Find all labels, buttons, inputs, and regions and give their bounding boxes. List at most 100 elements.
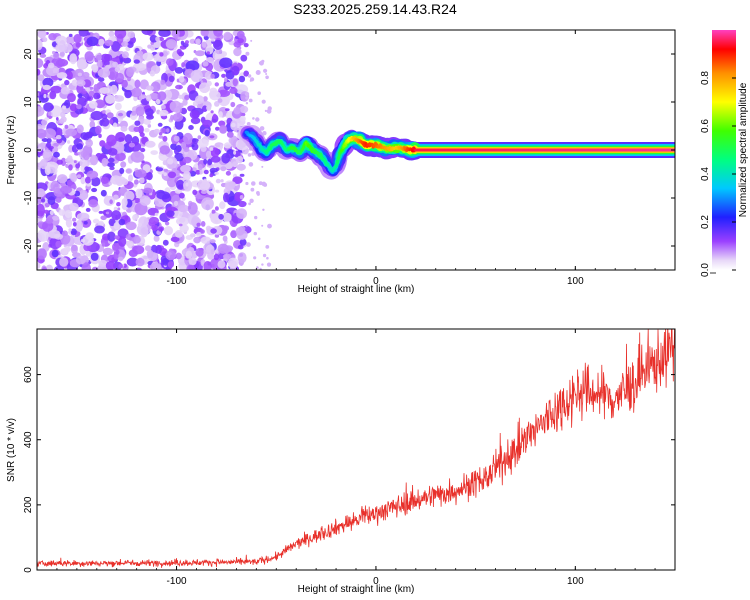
noise-blob xyxy=(107,148,118,156)
noise-blob xyxy=(42,267,47,270)
noise-blob xyxy=(86,36,99,47)
noise-blob xyxy=(134,169,147,178)
noise-blob xyxy=(71,244,78,251)
noise-blob xyxy=(124,89,132,99)
noise-blob xyxy=(37,106,45,117)
noise-blob xyxy=(121,178,129,185)
noise-blob xyxy=(203,169,209,175)
spectrogram-ytick-label: 10 xyxy=(23,96,34,108)
noise-blob xyxy=(37,92,40,97)
noise-blob xyxy=(218,213,224,220)
noise-blob xyxy=(162,135,168,142)
noise-blob xyxy=(127,76,131,82)
noise-blob xyxy=(230,101,236,108)
noise-blob xyxy=(221,225,230,231)
noise-blob xyxy=(195,50,205,57)
noise-dot xyxy=(261,224,264,227)
noise-blob xyxy=(162,51,168,57)
spectrogram-ylabel: Frequency (Hz) xyxy=(6,116,17,185)
noise-blob xyxy=(203,96,208,102)
noise-blob xyxy=(88,199,99,208)
noise-blob xyxy=(185,250,192,259)
noise-blob xyxy=(167,261,174,268)
noise-blob xyxy=(163,168,168,172)
noise-blob xyxy=(125,221,137,231)
noise-dot xyxy=(252,117,255,120)
noise-blob xyxy=(220,179,224,183)
noise-blob xyxy=(146,114,154,120)
noise-dot xyxy=(249,79,252,82)
noise-blob xyxy=(159,52,164,57)
noise-blob xyxy=(60,86,70,95)
noise-blob xyxy=(214,234,220,238)
noise-blob xyxy=(48,62,55,69)
noise-blob xyxy=(100,53,111,62)
noise-blob xyxy=(219,57,233,69)
noise-blob xyxy=(239,173,245,177)
noise-blob xyxy=(149,92,159,100)
noise-blob xyxy=(239,195,244,200)
noise-blob xyxy=(215,126,220,131)
noise-blob xyxy=(71,79,78,86)
noise-blob xyxy=(76,124,84,134)
noise-blob xyxy=(153,235,160,242)
noise-dot xyxy=(263,182,268,187)
noise-blob xyxy=(102,109,106,114)
noise-blob xyxy=(154,212,159,217)
noise-blob xyxy=(172,113,184,122)
noise-dot xyxy=(267,223,272,229)
noise-dot xyxy=(248,162,254,167)
noise-blob xyxy=(174,152,185,162)
noise-blob xyxy=(76,174,82,179)
noise-blob xyxy=(166,58,174,66)
noise-blob xyxy=(43,209,49,214)
noise-blob xyxy=(155,36,160,42)
noise-blob xyxy=(167,158,174,165)
noise-blob xyxy=(175,84,183,90)
noise-blob xyxy=(55,240,62,248)
noise-blob xyxy=(166,210,175,218)
noise-dot xyxy=(255,70,261,75)
noise-blob xyxy=(50,180,60,192)
noise-blob xyxy=(185,40,189,44)
noise-dot xyxy=(245,224,248,227)
noise-blob xyxy=(126,41,134,48)
noise-blob xyxy=(239,238,247,246)
noise-blob xyxy=(215,178,221,184)
noise-blob xyxy=(233,107,241,115)
noise-blob xyxy=(78,30,89,37)
noise-dot xyxy=(246,122,251,126)
noise-blob xyxy=(195,169,201,175)
noise-blob xyxy=(74,190,81,197)
noise-blob xyxy=(206,105,212,111)
noise-dot xyxy=(247,153,252,157)
noise-blob xyxy=(192,138,197,143)
noise-blob xyxy=(95,54,102,61)
track-segment xyxy=(251,134,255,139)
noise-blob xyxy=(141,30,154,35)
noise-blob xyxy=(43,93,47,99)
noise-blob xyxy=(113,122,118,128)
noise-blob xyxy=(99,140,106,147)
noise-blob xyxy=(236,163,246,171)
noise-blob xyxy=(117,207,121,211)
noise-blob xyxy=(210,155,221,163)
snr-ylabel: SNR (10 * v/v) xyxy=(6,418,17,482)
noise-blob xyxy=(217,89,231,98)
noise-blob xyxy=(180,141,187,149)
noise-blob xyxy=(223,31,232,41)
noise-blob xyxy=(182,170,191,181)
noise-blob xyxy=(76,143,83,150)
noise-blob xyxy=(172,210,183,219)
noise-blob xyxy=(220,166,227,172)
noise-blob xyxy=(111,229,116,232)
noise-blob xyxy=(139,176,145,184)
noise-dot xyxy=(255,117,260,122)
noise-blob xyxy=(100,189,107,197)
noise-blob xyxy=(49,90,57,100)
noise-blob xyxy=(118,218,126,226)
noise-dot xyxy=(265,75,269,80)
noise-blob xyxy=(174,230,183,238)
snr-xtick-label: -100 xyxy=(167,576,187,587)
noise-blob xyxy=(46,142,52,149)
